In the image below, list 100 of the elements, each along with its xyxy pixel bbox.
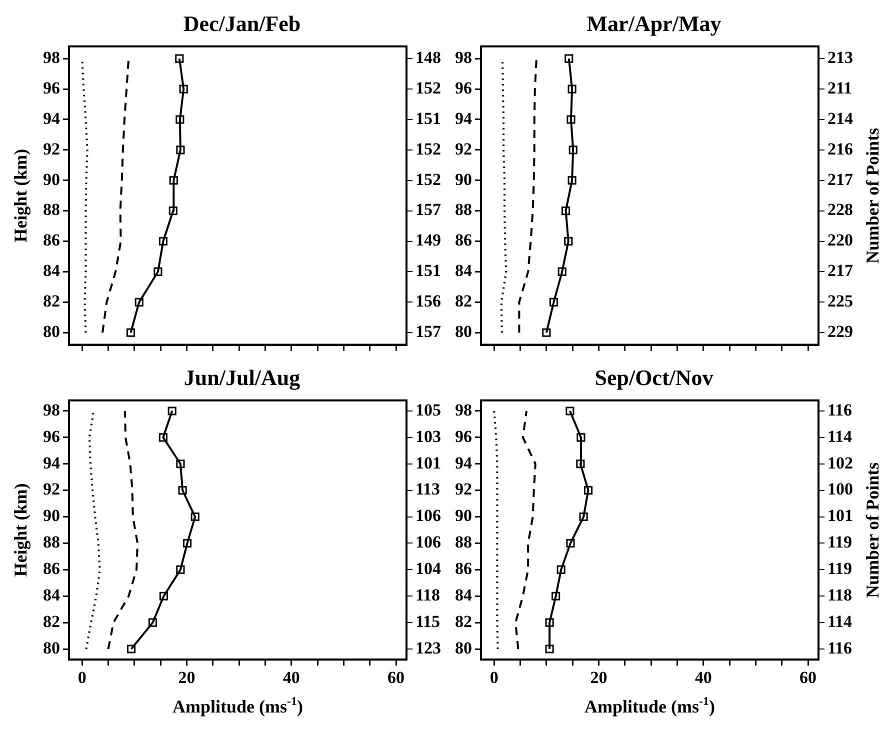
- y-axis-title: Height (km): [10, 148, 31, 242]
- y-tick-label: 90: [455, 506, 472, 526]
- y-tick-label: 96: [455, 78, 472, 98]
- y-tick-label: 94: [455, 108, 472, 128]
- category-label: 102: [828, 453, 853, 472]
- y-tick-label: 84: [43, 261, 60, 280]
- point: [564, 54, 574, 63]
- point: [549, 298, 558, 306]
- chart-title: Mar/Apr/May: [586, 10, 722, 36]
- y-tick-label: 92: [43, 139, 60, 158]
- point: [179, 84, 188, 94]
- category-label: 152: [416, 170, 441, 189]
- chart-title: Dec/Jan/Feb: [183, 10, 301, 36]
- point: [542, 328, 551, 337]
- y-tick-label: 82: [43, 292, 60, 311]
- y-tick-label: 88: [43, 532, 60, 552]
- point: [126, 644, 136, 654]
- x-tick-label: 20: [590, 668, 608, 688]
- y-tick-label: 90: [43, 506, 60, 526]
- y-tick-label: 92: [455, 139, 472, 158]
- line-series: [107, 410, 139, 650]
- point: [154, 267, 162, 276]
- category-label: 149: [416, 230, 441, 250]
- line-series: [493, 410, 499, 650]
- y-tick-label: 82: [43, 612, 60, 631]
- y-tick-label: 98: [455, 48, 472, 67]
- y-tick-label: 90: [455, 170, 472, 189]
- point: [126, 328, 136, 337]
- category-label: 118: [828, 586, 852, 605]
- category-label: 152: [416, 139, 441, 158]
- category-label: 119: [828, 532, 852, 552]
- category-label: 104: [416, 559, 441, 578]
- category-label: 116: [828, 400, 852, 420]
- category-label: 123: [416, 638, 441, 658]
- point: [176, 115, 184, 124]
- category-label: 114: [828, 612, 852, 631]
- line-series: [518, 58, 538, 334]
- point: [158, 236, 168, 246]
- y-tick-label: 86: [455, 559, 472, 578]
- point: [169, 176, 178, 185]
- point: [566, 406, 574, 416]
- x-tick-label: 0: [78, 668, 86, 688]
- category-label: 157: [416, 200, 441, 220]
- point: [552, 592, 560, 600]
- category-label: 229: [828, 322, 853, 342]
- point: [564, 236, 573, 246]
- point: [584, 486, 593, 495]
- y-tick-label: 98: [43, 48, 60, 67]
- y-tick-label: 80: [43, 638, 60, 658]
- point: [148, 618, 158, 627]
- point: [159, 592, 168, 600]
- y-tick-label: 98: [43, 400, 60, 420]
- category-label: 119: [828, 559, 852, 578]
- category-label: 157: [416, 322, 441, 342]
- y-axis-title: Height (km): [10, 483, 31, 577]
- point: [576, 433, 586, 442]
- y-tick-label: 86: [43, 230, 60, 250]
- y-tick-label: 90: [43, 170, 60, 189]
- point: [561, 206, 570, 216]
- y2-axis-title: Number of Points: [862, 462, 883, 598]
- category-label: 106: [416, 532, 441, 552]
- y-tick-label: 92: [455, 480, 472, 499]
- point: [545, 644, 554, 654]
- category-label: 217: [828, 170, 853, 189]
- point: [182, 538, 192, 548]
- point: [568, 84, 576, 94]
- point: [134, 298, 144, 306]
- y-tick-label: 88: [43, 200, 60, 220]
- category-label: 103: [416, 426, 441, 446]
- point: [568, 176, 576, 185]
- category-label: 152: [416, 78, 441, 98]
- y-tick-label: 94: [455, 453, 472, 472]
- chart-title: Jun/Jul/Aug: [184, 364, 300, 390]
- point: [178, 486, 187, 495]
- x-tick-label: 40: [282, 668, 300, 688]
- category-label: 225: [828, 292, 853, 311]
- category-label: 228: [828, 200, 853, 220]
- point: [176, 146, 185, 154]
- point: [556, 565, 566, 574]
- y-tick-label: 94: [43, 453, 60, 472]
- category-label: 217: [828, 261, 853, 280]
- category-label: 114: [828, 426, 852, 446]
- category-label: 118: [416, 586, 440, 605]
- point: [545, 618, 554, 627]
- y-tick-label: 96: [43, 78, 60, 98]
- category-label: 115: [416, 612, 440, 631]
- y-tick-label: 96: [455, 426, 472, 446]
- point: [558, 267, 566, 276]
- point: [175, 54, 184, 63]
- point: [168, 406, 176, 416]
- y-tick-label: 80: [455, 638, 472, 658]
- point: [576, 460, 585, 468]
- category-label: 101: [416, 453, 441, 472]
- point: [158, 433, 168, 442]
- x-tick-label: 60: [800, 668, 817, 688]
- category-label: 156: [416, 292, 441, 311]
- category-label: 220: [828, 230, 853, 250]
- category-label: 106: [416, 506, 441, 526]
- y-tick-label: 88: [455, 200, 472, 220]
- y-tick-label: 92: [43, 480, 60, 499]
